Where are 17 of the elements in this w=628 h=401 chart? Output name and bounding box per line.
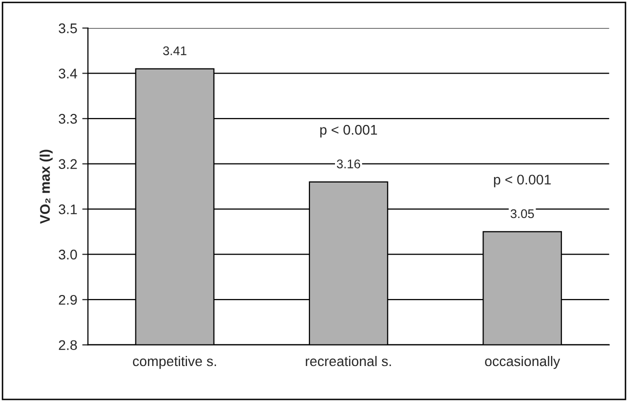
data-label: 3.41 (163, 46, 186, 56)
data-label: 3.16 (336, 160, 360, 168)
y-tick-label: 2.8 (58, 340, 77, 350)
data-label: 3.05 (510, 209, 534, 218)
x-tick-label: recreational s. (306, 356, 391, 366)
y-tick-label: 3.5 (58, 23, 77, 34)
y-tick-label: 3.2 (58, 159, 77, 170)
y-tick-label: 3.1 (58, 204, 77, 214)
annotation: p < 0.001 (494, 174, 551, 188)
y-tick-label: 3.3 (58, 114, 77, 124)
x-tick-label: occasionally (485, 356, 560, 369)
y-axis-title: VO₂ max (l) (40, 150, 53, 224)
x-tick-label: competitive s. (132, 356, 216, 369)
y-tick-label: 3.4 (58, 68, 78, 78)
annotation: p < 0.001 (320, 124, 378, 138)
y-tick-label: 2.9 (58, 294, 77, 305)
y-tick-label: 3.0 (58, 250, 77, 260)
